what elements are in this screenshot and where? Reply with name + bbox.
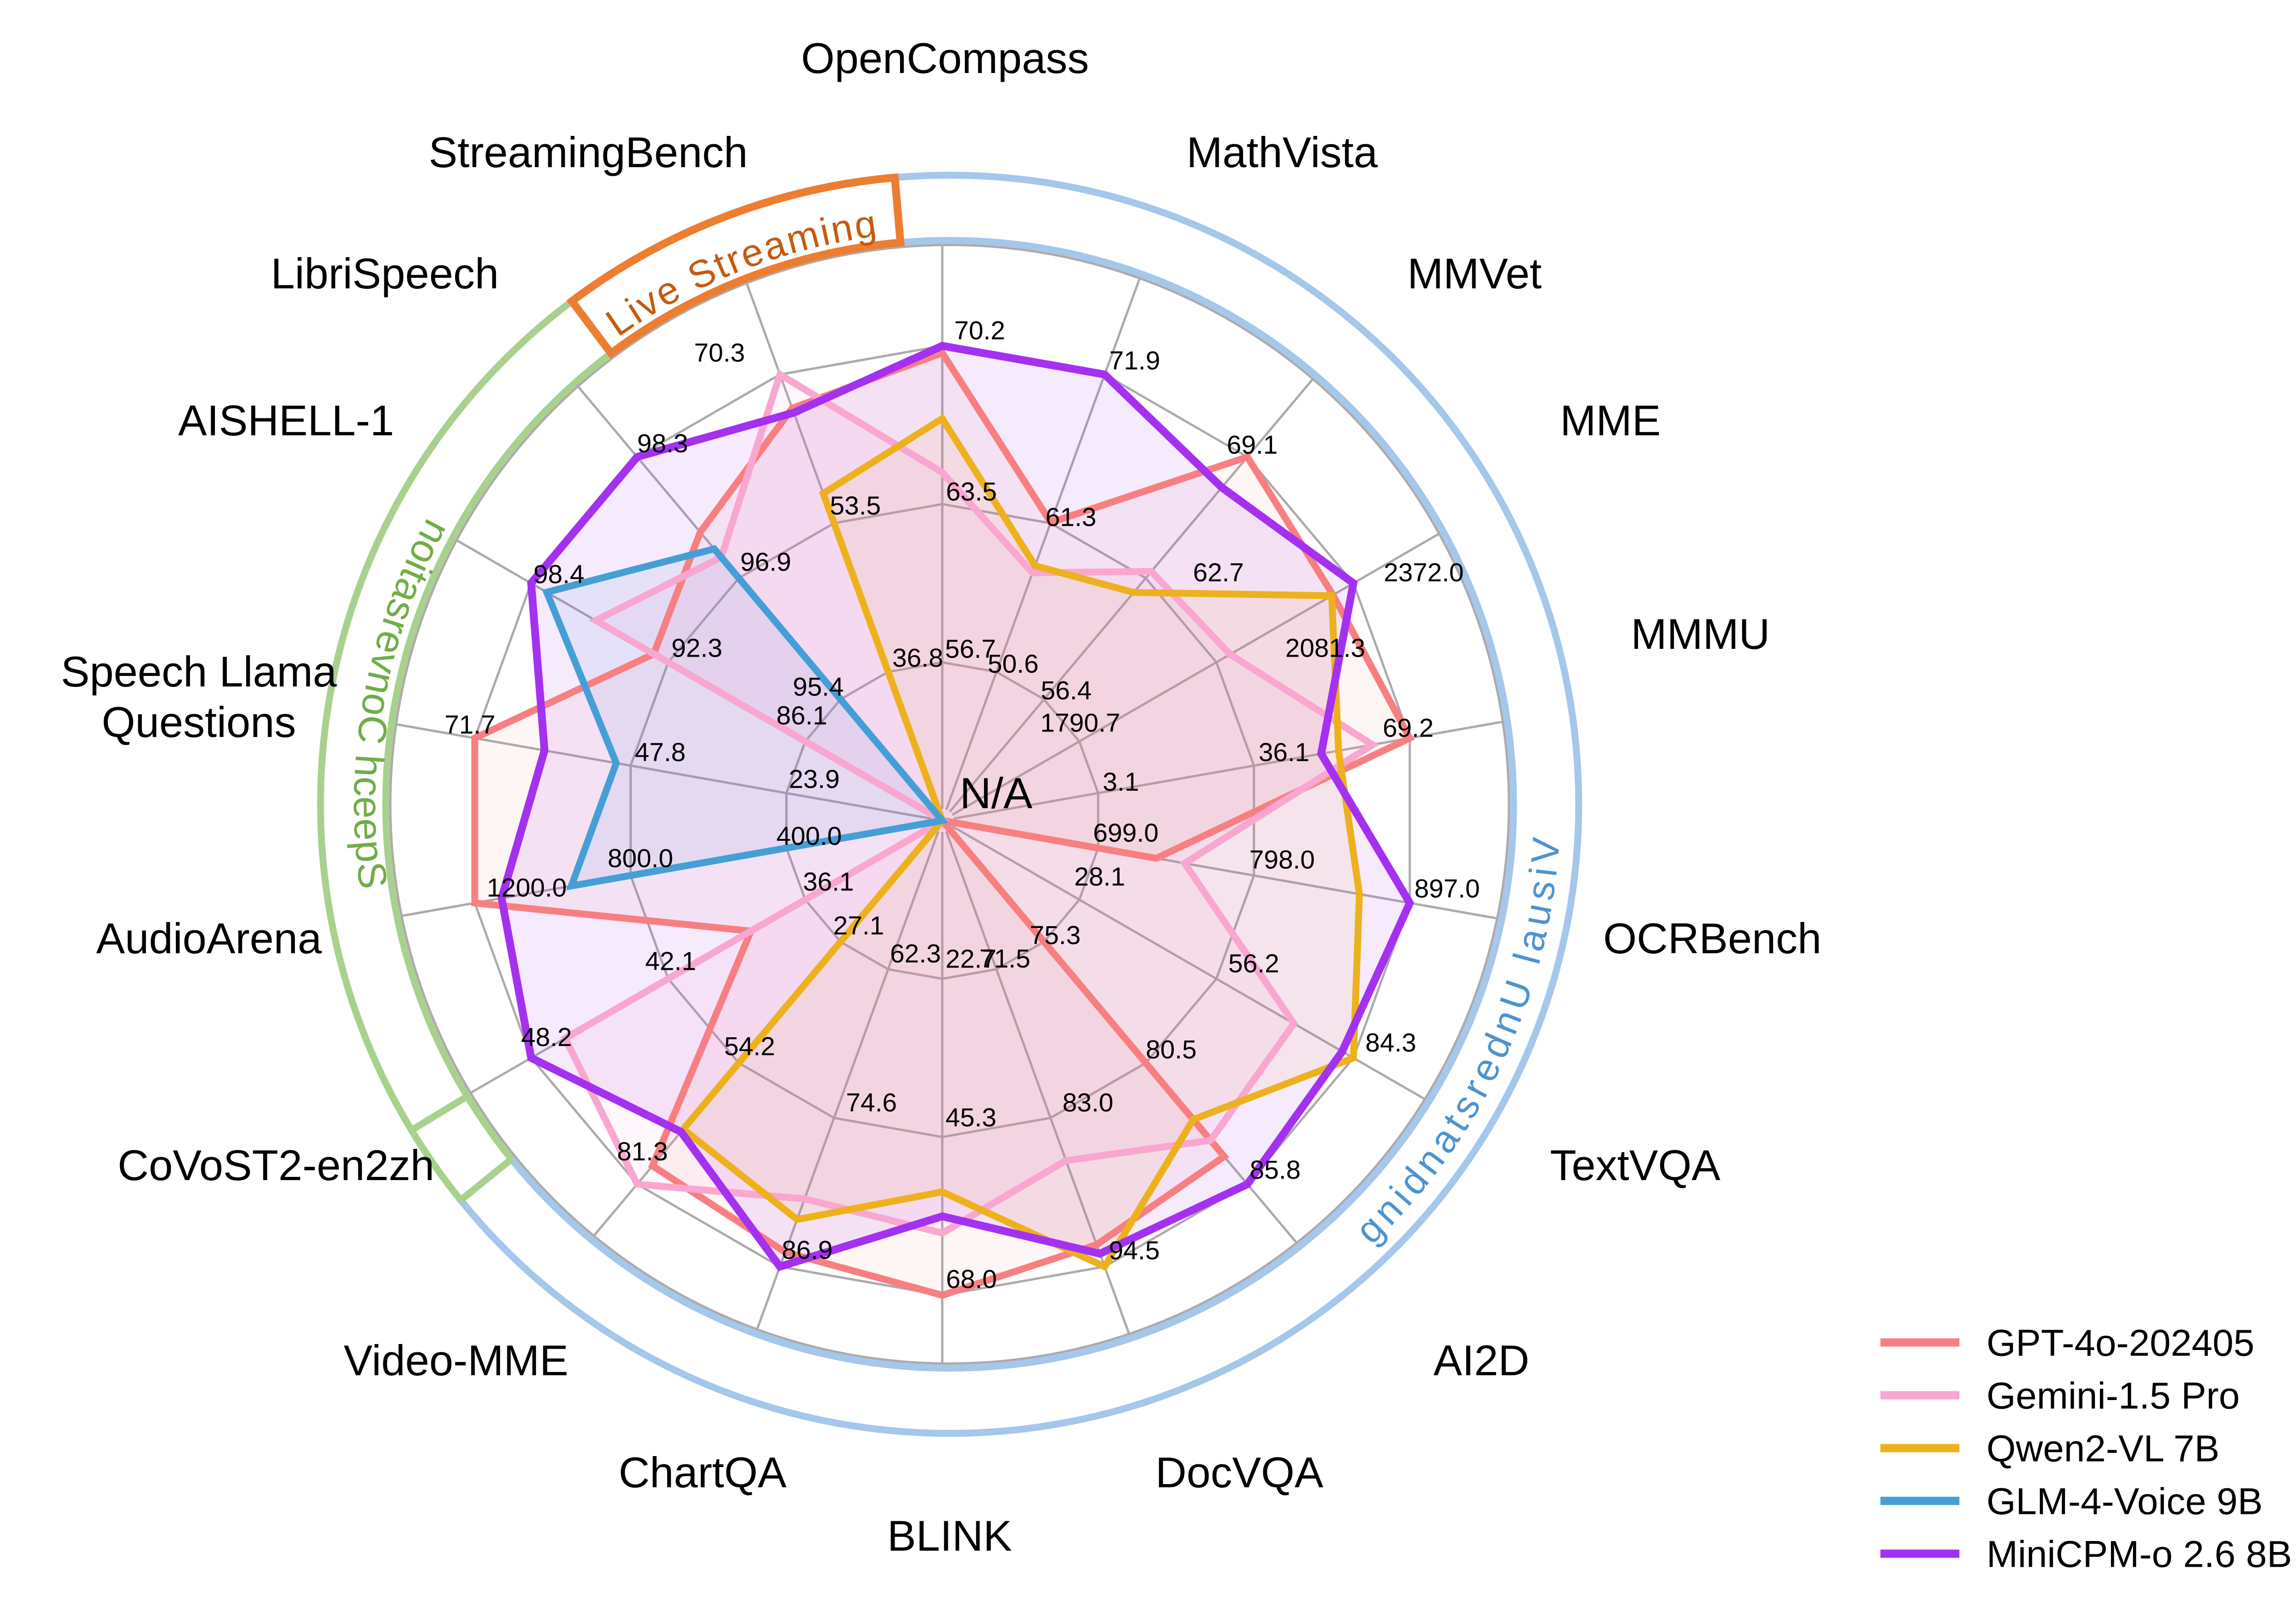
svg-text:OCRBench: OCRBench [1603,914,1821,962]
svg-text:22.7: 22.7 [945,945,996,974]
svg-text:71.9: 71.9 [1109,346,1160,376]
svg-text:AI2D: AI2D [1434,1336,1530,1384]
svg-text:98.3: 98.3 [637,429,688,458]
svg-text:62.3: 62.3 [890,939,941,968]
svg-text:81.3: 81.3 [617,1137,668,1166]
svg-text:LibriSpeech: LibriSpeech [271,249,499,298]
svg-text:84.3: 84.3 [1365,1028,1416,1057]
svg-text:36.8: 36.8 [892,643,943,673]
svg-text:MiniCPM-o 2.6 8B: MiniCPM-o 2.6 8B [1986,1533,2292,1575]
svg-text:Qwen2-VL 7B: Qwen2-VL 7B [1986,1428,2219,1469]
svg-text:68.0: 68.0 [946,1265,997,1294]
svg-text:MathVista: MathVista [1187,128,1378,176]
svg-text:OpenCompass: OpenCompass [801,34,1089,82]
svg-text:63.5: 63.5 [946,477,997,506]
svg-text:98.4: 98.4 [534,560,585,589]
svg-text:42.1: 42.1 [645,947,696,976]
svg-text:23.9: 23.9 [789,765,840,794]
svg-text:798.0: 798.0 [1249,845,1315,875]
svg-text:TextVQA: TextVQA [1550,1141,1721,1189]
svg-text:96.9: 96.9 [740,547,791,577]
svg-text:71.5: 71.5 [979,944,1030,973]
svg-text:2081.3: 2081.3 [1285,633,1365,663]
svg-text:50.6: 50.6 [988,649,1039,679]
svg-text:N/A: N/A [960,769,1033,818]
svg-text:92.3: 92.3 [671,633,722,663]
svg-text:V: V [1523,836,1568,865]
svg-text:45.3: 45.3 [945,1103,996,1132]
svg-text:1790.7: 1790.7 [1040,709,1120,738]
svg-text:MME: MME [1560,396,1660,444]
svg-text:AudioArena: AudioArena [96,914,322,962]
svg-text:StreamingBench: StreamingBench [429,128,748,176]
svg-text:400.0: 400.0 [777,821,842,851]
svg-text:71.7: 71.7 [445,710,495,740]
svg-text:GLM-4-Voice 9B: GLM-4-Voice 9B [1986,1480,2263,1522]
svg-text:69.1: 69.1 [1227,430,1278,460]
svg-text:61.3: 61.3 [1046,502,1097,532]
svg-text:e: e [345,817,391,842]
svg-text:56.7: 56.7 [945,634,996,664]
svg-text:Questions: Questions [101,698,296,746]
svg-text:83.0: 83.0 [1063,1088,1114,1118]
svg-text:28.1: 28.1 [1074,862,1125,891]
svg-text:56.2: 56.2 [1228,949,1279,979]
svg-text:699.0: 699.0 [1093,818,1159,848]
svg-text:DocVQA: DocVQA [1155,1448,1323,1496]
svg-text:53.5: 53.5 [830,491,881,520]
svg-text:86.1: 86.1 [777,701,827,731]
svg-text:800.0: 800.0 [608,844,673,873]
svg-text:75.3: 75.3 [1030,921,1081,950]
svg-text:3.1: 3.1 [1103,767,1139,797]
svg-text:GPT-4o-202405: GPT-4o-202405 [1986,1322,2255,1364]
svg-text:54.2: 54.2 [724,1032,775,1061]
svg-text:ChartQA: ChartQA [619,1448,787,1496]
svg-text:897.0: 897.0 [1414,874,1480,904]
svg-text:Speech Llama: Speech Llama [61,647,338,696]
svg-text:69.2: 69.2 [1383,714,1434,743]
svg-text:MMVet: MMVet [1407,249,1542,298]
svg-text:74.6: 74.6 [846,1088,897,1118]
svg-text:e: e [345,796,390,819]
svg-text:36.1: 36.1 [803,867,854,896]
svg-text:70.3: 70.3 [694,338,745,368]
svg-text:48.2: 48.2 [521,1023,572,1052]
svg-text:95.4: 95.4 [793,672,844,702]
svg-text:c: c [345,776,390,797]
svg-text:36.1: 36.1 [1259,737,1310,767]
svg-text:27.1: 27.1 [833,911,884,940]
svg-text:94.5: 94.5 [1109,1236,1160,1266]
svg-text:AISHELL-1: AISHELL-1 [178,396,394,444]
svg-text:56.4: 56.4 [1041,676,1092,705]
svg-text:1200.0: 1200.0 [487,873,567,903]
svg-text:Gemini-1.5 Pro: Gemini-1.5 Pro [1986,1375,2240,1417]
svg-text:Video-MME: Video-MME [343,1336,568,1384]
svg-text:MMMU: MMMU [1631,610,1770,658]
svg-text:BLINK: BLINK [887,1512,1012,1560]
svg-text:C: C [349,713,396,747]
svg-text:80.5: 80.5 [1146,1035,1197,1064]
svg-text:62.7: 62.7 [1193,558,1244,587]
svg-text:2372.0: 2372.0 [1384,558,1463,587]
svg-text:70.2: 70.2 [954,316,1005,345]
svg-text:47.8: 47.8 [635,737,686,767]
svg-text:p: p [346,838,393,864]
svg-text:S: S [348,859,395,891]
svg-text:CoVoST2-en2zh: CoVoST2-en2zh [118,1141,434,1189]
svg-text:85.8: 85.8 [1250,1155,1301,1185]
svg-text:86.9: 86.9 [782,1236,833,1265]
svg-text:h: h [346,753,392,778]
